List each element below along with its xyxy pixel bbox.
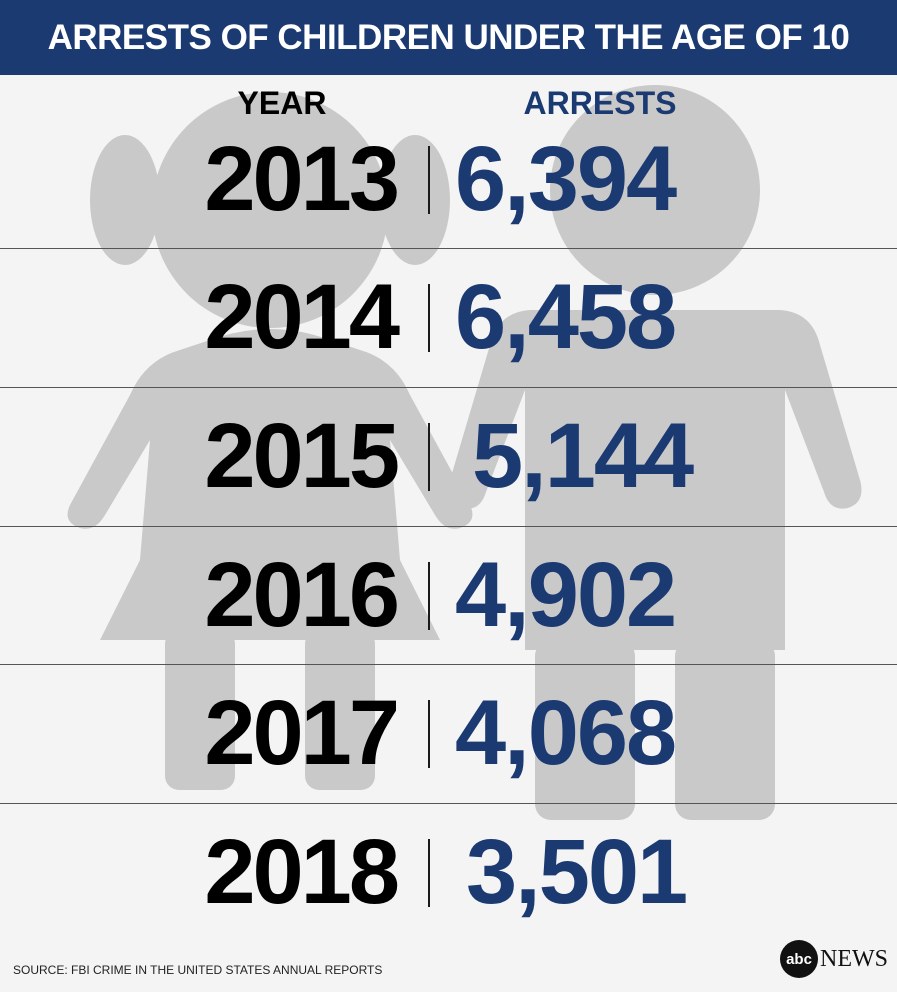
table-row: 2017 4,068 [0,664,897,802]
arrests-cell: 6,394 [455,128,677,230]
girl-silhouette-icon [67,92,473,790]
boy-silhouette-icon [448,85,862,820]
table-row: 2014 6,458 [0,248,897,386]
table-row: 2013 6,394 [0,110,897,248]
column-divider [428,423,430,491]
arrests-column-header: ARRESTS [523,85,677,121]
chart-title: ARRESTS OF CHILDREN UNDER THE AGE OF 10 [47,17,850,57]
year-column-header: YEAR [237,85,327,121]
column-divider [428,700,430,768]
arrests-cell: 4,068 [455,682,677,784]
row-divider [0,803,897,804]
table-row: 2018 3,501 [0,803,897,941]
abc-logo-icon: abc [780,940,818,978]
year-cell: 2013 [204,128,400,230]
column-divider [428,562,430,630]
year-cell: 2015 [204,405,400,507]
table-row: 2015 5,144 [0,387,897,525]
arrests-cell: 6,458 [455,266,677,368]
arrests-cell: 3,501 [466,821,688,923]
year-cell: 2018 [204,821,400,923]
source-note: SOURCE: FBI CRIME IN THE UNITED STATES A… [13,963,383,977]
arrests-cell: 4,902 [455,544,677,646]
row-divider [0,248,897,249]
arrests-cell: 5,144 [472,405,694,507]
row-divider [0,526,897,527]
column-divider [428,839,430,907]
table-row: 2016 4,902 [0,526,897,664]
column-divider [428,146,430,214]
year-cell: 2016 [204,544,400,646]
title-banner: ARRESTS OF CHILDREN UNDER THE AGE OF 10 [0,0,897,75]
year-cell: 2017 [204,682,400,784]
news-wordmark: NEWS [820,945,888,972]
column-divider [428,284,430,352]
row-divider [0,664,897,665]
year-cell: 2014 [204,266,400,368]
row-divider [0,387,897,388]
abc-news-logo: abc NEWS [780,940,888,978]
